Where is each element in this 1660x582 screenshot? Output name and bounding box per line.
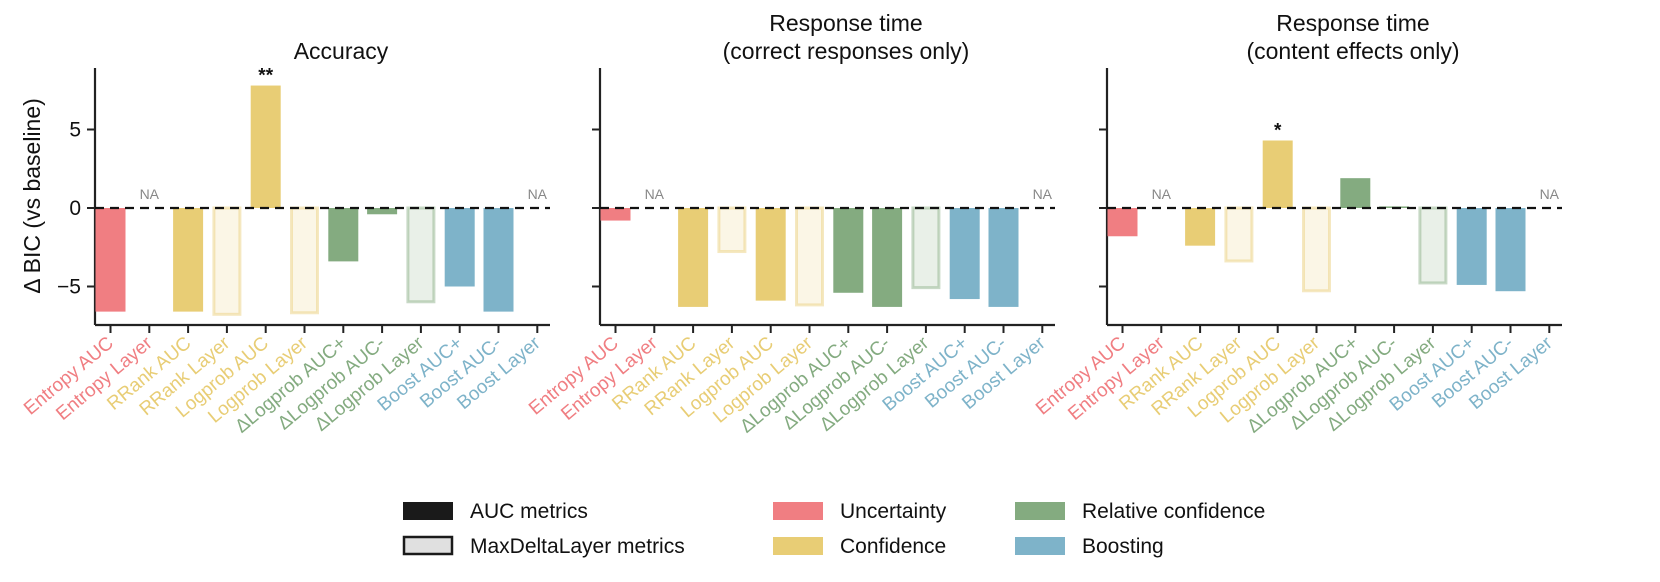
na-label: NA (1540, 186, 1560, 202)
bar (1495, 208, 1526, 292)
bar (717, 206, 747, 254)
bar (95, 208, 126, 312)
legend-swatch-boosting (1015, 537, 1065, 555)
legend-label-boosting: Boosting (1082, 535, 1164, 558)
legend-swatch-relative (1015, 502, 1065, 520)
bar (367, 208, 398, 215)
bar (1185, 208, 1216, 246)
bar (755, 208, 786, 301)
panel-title: Response time (1276, 10, 1429, 36)
legend: AUC metrics MaxDeltaLayer metrics Uncert… (402, 500, 1265, 558)
na-label: NA (1152, 186, 1172, 202)
y-tick-label: −5 (57, 276, 81, 299)
bar (483, 208, 514, 312)
legend-swatch-confidence (773, 537, 823, 555)
bar (833, 208, 864, 293)
bar (795, 206, 824, 307)
legend-label-auc: AUC metrics (470, 500, 588, 523)
na-label: NA (645, 186, 665, 202)
bar (328, 208, 359, 262)
bar (600, 208, 631, 221)
panel-title: (content effects only) (1246, 38, 1459, 64)
bar (212, 206, 242, 316)
y-tick-label: 0 (69, 197, 81, 220)
bar (1262, 140, 1293, 208)
bar (1418, 206, 1448, 285)
na-label: NA (1033, 186, 1053, 202)
bar (1456, 208, 1487, 285)
bar (444, 208, 475, 287)
significance-label: ** (258, 66, 273, 87)
bar (173, 208, 204, 312)
legend-label-relative: Relative confidence (1082, 500, 1265, 523)
panel-title: (correct responses only) (723, 38, 970, 64)
panel-title: Accuracy (294, 38, 389, 64)
legend-swatch-auc (403, 502, 453, 520)
panel-3: Response time(content effects only)Entro… (1032, 10, 1562, 437)
bar (406, 206, 436, 304)
bar (1302, 206, 1331, 293)
legend-swatch-uncertainty (773, 502, 823, 520)
na-label: NA (528, 186, 548, 202)
significance-label: * (1274, 120, 1282, 141)
bar (1224, 206, 1254, 263)
bar (988, 208, 1019, 307)
panel-2: Response time(correct responses only)Ent… (525, 10, 1055, 437)
legend-label-uncertainty: Uncertainty (840, 500, 947, 523)
panel-title: Response time (769, 10, 922, 36)
bar (250, 85, 281, 208)
legend-label-confidence: Confidence (840, 535, 946, 558)
bar (1107, 208, 1138, 237)
bar (678, 208, 709, 307)
na-label: NA (140, 186, 160, 202)
legend-label-layer: MaxDeltaLayer metrics (470, 535, 685, 558)
y-axis-label: Δ BIC (vs baseline) (19, 98, 45, 294)
bar (911, 206, 941, 290)
y-tick-label: 5 (69, 119, 81, 142)
bar (949, 208, 980, 300)
legend-swatch-layer (402, 535, 454, 556)
bar (1340, 178, 1371, 208)
bar (290, 206, 319, 315)
bar (872, 208, 903, 307)
